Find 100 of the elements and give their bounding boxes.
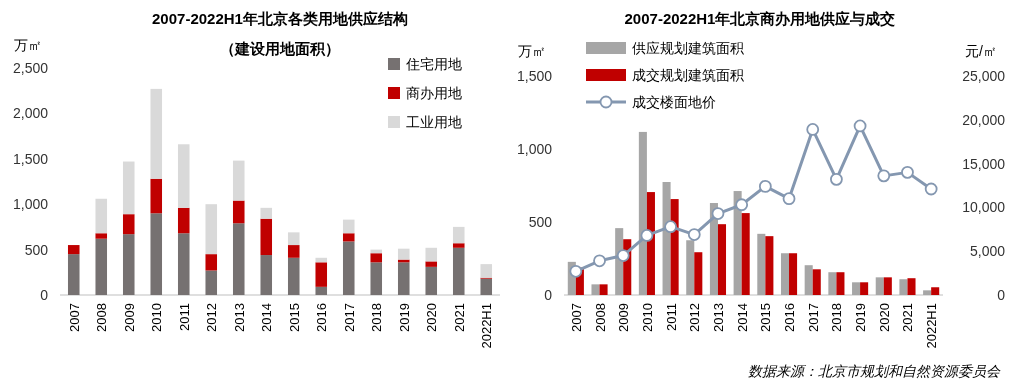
bar — [95, 233, 108, 239]
point — [782, 192, 796, 206]
bar — [425, 266, 438, 295]
y-tick-label: 1,000 — [12, 196, 49, 213]
bar — [852, 282, 861, 295]
y-tick-label: 2,000 — [12, 105, 49, 122]
bar — [765, 236, 774, 295]
x-tick-label: 2017 — [341, 303, 357, 332]
y2-tick-label: 5,000 — [969, 243, 1006, 260]
x-tick-label: 2014 — [259, 303, 275, 332]
x-tick-label: 2018 — [369, 303, 385, 332]
x-tick-label: 2016 — [782, 303, 798, 332]
y2-tick-label: 0 — [997, 287, 1006, 303]
bar — [370, 253, 383, 263]
y2-tick-label: 15,000 — [962, 155, 1006, 172]
bar — [599, 284, 608, 295]
bar — [260, 207, 273, 219]
bar — [452, 247, 465, 295]
legend-label: 供应规划建筑面积 — [632, 40, 744, 56]
x-tick-label: 2008 — [592, 303, 608, 332]
x-tick-label: 2009 — [616, 303, 632, 332]
x-tick-label: 2011 — [663, 303, 679, 331]
bar — [122, 214, 135, 235]
x-tick-label: 2021 — [900, 303, 916, 332]
bar — [370, 262, 383, 295]
x-tick-label: 2011 — [176, 303, 192, 331]
bar — [694, 252, 703, 295]
bar — [907, 278, 916, 295]
bar — [425, 247, 438, 262]
bar — [95, 198, 108, 234]
bar — [899, 279, 908, 295]
bar — [177, 207, 190, 234]
x-tick-label: 2020 — [424, 303, 440, 332]
x-tick-label: 2016 — [314, 303, 330, 332]
x-tick-label: 2010 — [639, 303, 655, 332]
x-tick-label: 2022H1 — [479, 303, 495, 349]
y2-tick-label: 10,000 — [962, 199, 1006, 216]
bar — [662, 182, 671, 295]
y-tick-label: 2,500 — [12, 60, 49, 76]
point — [735, 198, 749, 212]
point — [877, 169, 891, 183]
bar — [828, 272, 837, 295]
bar — [780, 253, 790, 295]
x-tick-label: 2007 — [568, 303, 584, 332]
bar — [342, 241, 355, 295]
x-tick-label: 2013 — [231, 303, 247, 332]
x-tick-label: 2009 — [121, 303, 137, 332]
legend-label: 工业用地 — [406, 114, 462, 130]
x-tick-label: 2013 — [710, 303, 726, 332]
point — [569, 264, 583, 278]
source-note: 数据来源：北京市规划和自然资源委员会 — [748, 363, 1001, 379]
y2-tick-label: 20,000 — [962, 111, 1006, 128]
point — [830, 172, 843, 186]
bar — [733, 191, 742, 295]
point — [687, 228, 701, 241]
x-tick-label: 2015 — [758, 303, 774, 332]
bar — [591, 284, 600, 295]
bar — [670, 199, 679, 295]
bar — [804, 265, 813, 295]
bar — [205, 254, 218, 271]
x-tick-label: 2018 — [829, 303, 845, 332]
bar — [717, 224, 727, 295]
bar — [452, 243, 465, 248]
x-tick-label: 2015 — [286, 303, 302, 332]
point — [711, 207, 725, 220]
point — [664, 220, 677, 234]
y-tick-label: 1,000 — [516, 141, 553, 157]
bar — [757, 233, 766, 295]
bar — [425, 261, 438, 267]
y-tick-label: 0 — [40, 287, 49, 303]
bar — [923, 290, 932, 295]
chart-title: 2007-2022H1年北京各类用地供应结构 — [152, 10, 408, 27]
y-axis-title: 万㎡ — [14, 37, 42, 53]
bar — [836, 272, 845, 295]
bar — [315, 262, 328, 287]
bar — [177, 144, 190, 208]
bar — [260, 255, 273, 295]
bar — [397, 262, 410, 295]
chart-title: 2007-2022H1年北京商办用地供应与成交 — [624, 10, 896, 27]
bar — [931, 287, 940, 295]
point — [924, 182, 938, 196]
point — [806, 123, 820, 136]
bar — [741, 213, 750, 295]
legend-label: 商办用地 — [406, 85, 462, 101]
bar — [638, 131, 647, 295]
x-tick-label: 2019 — [396, 303, 412, 332]
bar — [67, 254, 80, 295]
bar — [205, 204, 218, 255]
x-tick-label: 2010 — [149, 303, 165, 332]
point — [758, 179, 772, 193]
bar — [315, 257, 328, 263]
legend-label: 成交规划建筑面积 — [632, 67, 744, 83]
bar — [260, 218, 273, 256]
bar — [95, 238, 108, 295]
bar — [812, 269, 821, 295]
y-tick-label: 0 — [544, 287, 553, 303]
point — [640, 229, 654, 242]
bar — [480, 278, 493, 295]
y2-axis-title: 元/㎡ — [965, 43, 997, 59]
bar — [397, 248, 410, 260]
